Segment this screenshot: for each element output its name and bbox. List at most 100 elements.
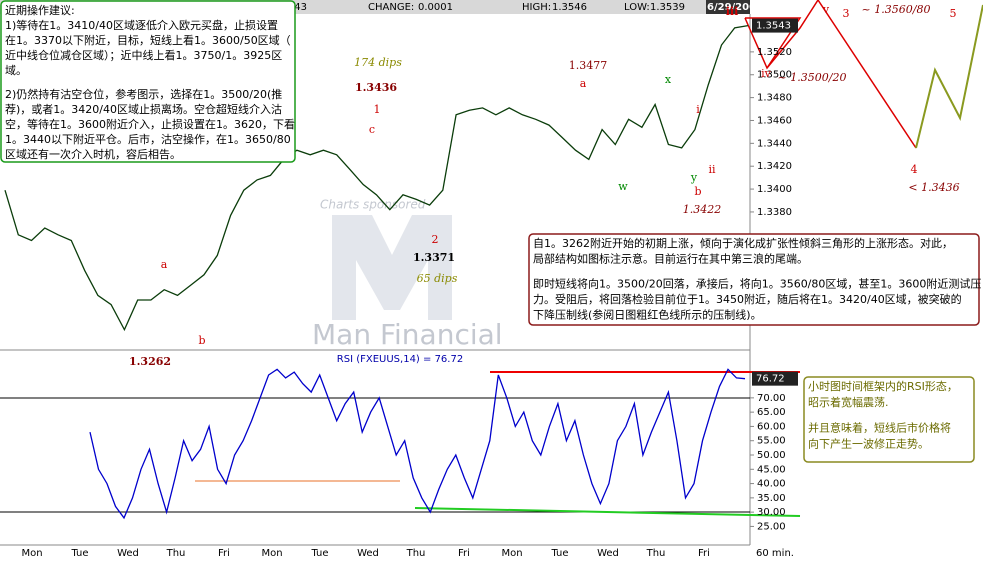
- annotation: 174 dips: [354, 56, 402, 69]
- annotation: 65 dips: [417, 272, 458, 285]
- y-tick-label: 65.00: [757, 407, 786, 418]
- x-tick-label: Thu: [166, 548, 186, 559]
- y-tick-label: 35.00: [757, 493, 786, 504]
- annotation: b: [694, 185, 701, 198]
- x-tick-label: Mon: [21, 548, 42, 559]
- x-tick-label: Wed: [117, 548, 139, 559]
- text-line: 小时图时间框架内的RSI形态，: [808, 379, 958, 393]
- x-tick-label: Tue: [550, 548, 568, 559]
- wave-projection: [915, 4, 983, 149]
- text-line: 区域还有一次介入时机，容后相告。: [5, 147, 181, 161]
- text-box: [803, 376, 975, 463]
- current-value: 76.72: [756, 374, 785, 385]
- y-tick-label: 30.00: [757, 507, 786, 518]
- y-tick-label: 50.00: [757, 450, 786, 461]
- change: 0.0001: [418, 2, 453, 13]
- x-tick-label: Wed: [357, 548, 379, 559]
- text-line: 2)仍然持有沽空仓位，参考图示，选择在1。3500/20(推: [5, 87, 282, 101]
- x-tick-label: Fri: [458, 548, 470, 559]
- rsi-title: RSI (FXEUUS,14) = 76.72: [337, 354, 463, 365]
- text-line: 力。受阻后，将回落检验目前位于1。3450附近，随后将在1。3420/40区域，…: [533, 292, 962, 306]
- annotation: y: [690, 171, 698, 184]
- annotation: ~ 1.3560/80: [862, 3, 931, 16]
- x-tick-label: Fri: [698, 548, 710, 559]
- annotation: b: [198, 334, 205, 347]
- series-line: [89, 368, 746, 520]
- high: 1.3546: [552, 2, 587, 13]
- y-tick-label: 45.00: [757, 464, 786, 475]
- annotation: < 1.3436: [908, 181, 959, 194]
- y-tick-label: 1.3400: [757, 184, 792, 195]
- text-line: 向下产生一波修正走势。: [808, 437, 929, 451]
- x-tick-label: Tue: [70, 548, 88, 559]
- annotation: v: [822, 3, 830, 16]
- text-line: 荐)，或者1。3420/40区域止损离场。空仓超短线介入沽: [5, 102, 282, 116]
- annotation: ~ 1.3500/20: [778, 71, 847, 84]
- time: 6/29/2007 21:00: [707, 2, 798, 13]
- text-line: 昭示着宽幅震荡.: [808, 395, 889, 409]
- text-line: 近中线仓位减仓区域）；近中线上看1。3750/1。3925区: [5, 48, 282, 62]
- annotation: 2: [432, 233, 439, 246]
- annotation: 1.3436: [355, 81, 397, 94]
- y-tick-label: 1.3520: [757, 47, 792, 58]
- annotation: ii: [708, 163, 716, 176]
- annotation: a: [161, 258, 168, 271]
- annotation: i: [696, 103, 700, 116]
- x-tick-label: Mon: [501, 548, 522, 559]
- text-box: [0, 0, 296, 163]
- current-value-bg: [752, 18, 798, 33]
- x-tick-label: Wed: [597, 548, 619, 559]
- y-tick-label: 1.3480: [757, 93, 792, 104]
- text-line: 并且意味着，短线后市价格将: [808, 421, 951, 435]
- x-tick-label: Mon: [261, 548, 282, 559]
- text-line: 局部结构如图标注示意。目前运行在其中第三浪的尾端。: [533, 252, 808, 266]
- annotation: 1.3262: [129, 355, 171, 368]
- x-tick-label: Thu: [646, 548, 666, 559]
- text-line: 近期操作建议:: [5, 3, 75, 17]
- annotation: 3: [843, 7, 850, 20]
- text-line: 下降压制线(参阅日图粗红色线所示的压制线)。: [533, 307, 762, 321]
- y-tick-label: 40.00: [757, 479, 786, 490]
- low-label: LOW:: [624, 2, 650, 13]
- text-box: [528, 233, 980, 326]
- x-tick-label: Thu: [406, 548, 426, 559]
- y-tick-label: 1.3380: [757, 207, 792, 218]
- text-line: 自1。3262附近开始的初期上涨，倾向于演化成扩张性倾斜三角形的上涨形态。对此，: [533, 236, 953, 250]
- text-line: 空，等待在1。3600附近介入，止损设置在1。3620，下看: [5, 117, 295, 131]
- annotation: c: [369, 123, 375, 136]
- text-line: 1。3440以下附近平仓。后市，沽空操作，在1。3650/80: [5, 132, 291, 146]
- y-tick-label: 1.3500: [757, 70, 792, 81]
- annotation: 1.3422: [683, 203, 722, 216]
- text-line: 1)等待在1。3410/40区域逐低介入欧元买盘，止损设置: [5, 18, 278, 32]
- annotation: 1.3477: [569, 59, 608, 72]
- annotation: w: [618, 180, 628, 193]
- annotation: x: [665, 73, 672, 86]
- annotation: 1.3371: [413, 251, 455, 264]
- y-tick-label: 1.3460: [757, 115, 792, 126]
- text-line: 即时短线将向1。3500/20回落，承接后，将向1。3560/80区域，甚至1。…: [533, 276, 981, 290]
- watermark-text: Charts sponsored: [320, 198, 426, 212]
- annotation: 1: [374, 103, 381, 116]
- current-value-bg: [752, 371, 798, 386]
- y-tick-label: 55.00: [757, 436, 786, 447]
- watermark-logo: [332, 215, 452, 320]
- y-tick-label: 1.3420: [757, 161, 792, 172]
- text-line: 在1。3370以下附近，目标，短线上看1。3600/50区域（: [5, 33, 291, 47]
- time-bg: [706, 0, 750, 14]
- x-tick-label: Tue: [310, 548, 328, 559]
- annotation: iv: [761, 67, 772, 80]
- low: 1.3539: [650, 2, 685, 13]
- current-value: 1.3543: [756, 21, 791, 32]
- annotation: a: [580, 77, 587, 90]
- watermark-text: Man Financial: [312, 318, 503, 351]
- text-line: 域。: [5, 64, 27, 77]
- annotation: 5: [950, 7, 957, 20]
- change-label: CHANGE:: [368, 2, 414, 13]
- x-tick-label: Fri: [218, 548, 230, 559]
- x-tick-label: 60 min.: [756, 548, 794, 559]
- y-tick-label: 1.3440: [757, 138, 792, 149]
- y-tick-label: 60.00: [757, 421, 786, 432]
- y-tick-label: 70.00: [757, 393, 786, 404]
- wave-projection: [744, 0, 917, 149]
